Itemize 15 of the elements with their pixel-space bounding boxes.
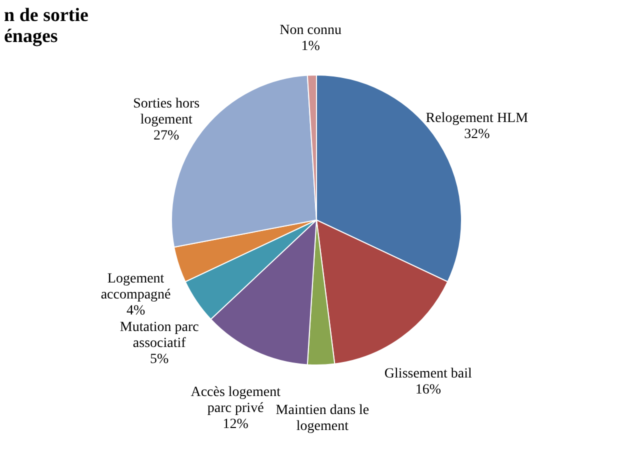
slice-label: Maintien dans le logement <box>276 402 370 434</box>
slice-label: Mutation parc associatif <box>120 320 199 351</box>
data-label: 32% <box>464 127 490 142</box>
slice-label: Logement accompagné <box>100 272 171 303</box>
data-label: 1% <box>301 39 320 54</box>
data-label: 27% <box>154 128 180 144</box>
data-label: 16% <box>415 382 442 398</box>
slice-label: Sorties hors logement <box>133 96 200 128</box>
data-label: 5% <box>150 352 170 367</box>
chart-title: n de sortie énages <box>4 5 88 47</box>
data-label: 12% <box>222 416 249 432</box>
slice-label: Relogement HLM <box>426 111 529 126</box>
slice-label: Non connu <box>280 23 342 38</box>
data-label: 4% <box>126 304 146 319</box>
slice-label: Glissement bail <box>384 366 472 382</box>
